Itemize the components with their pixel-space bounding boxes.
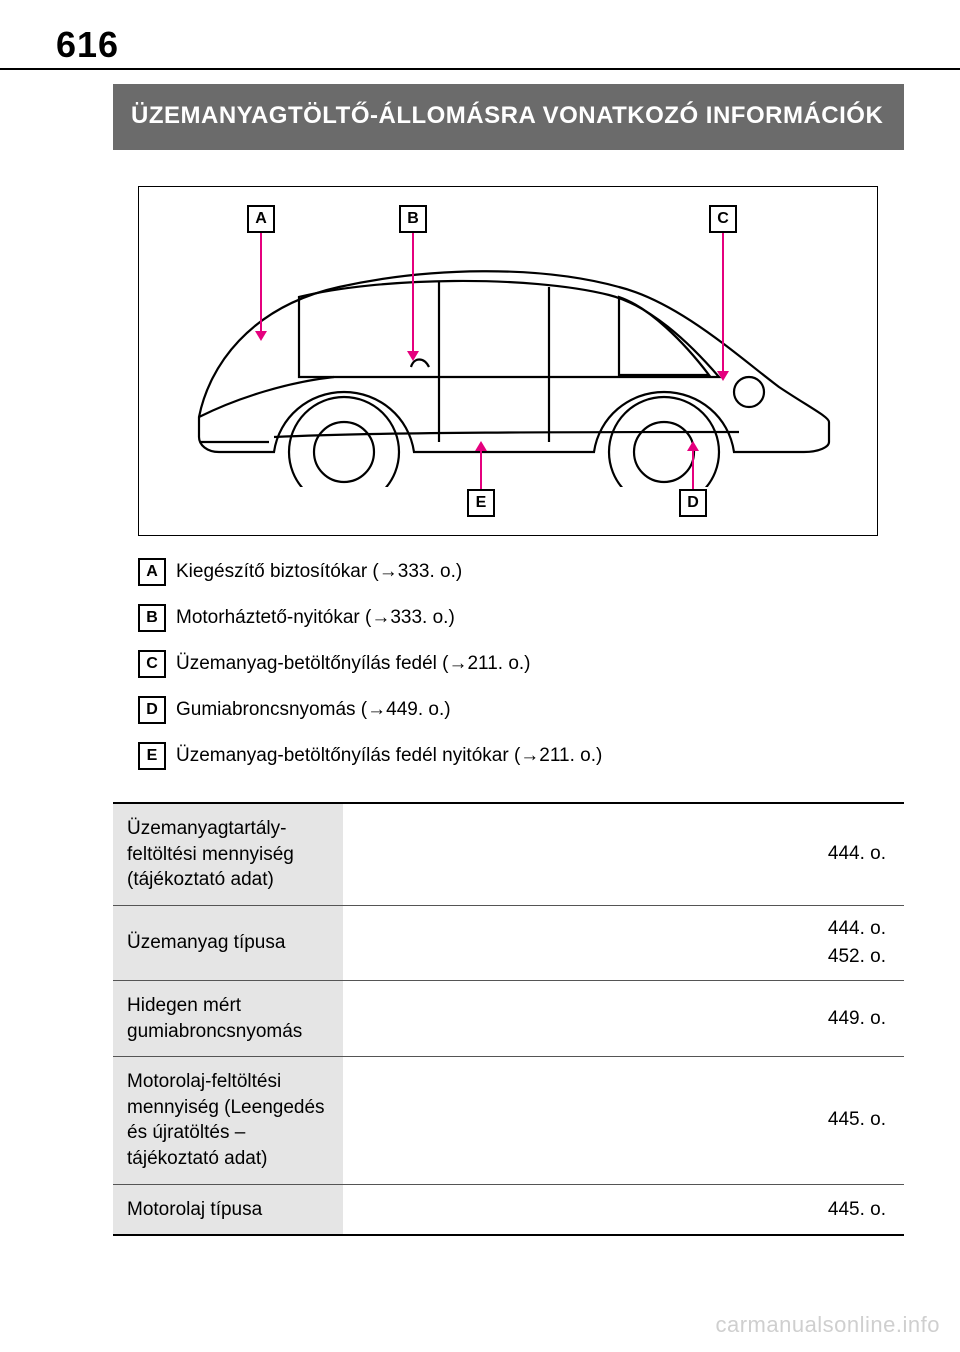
- table-label: Üzemanyagtartály-feltöltési mennyiség (t…: [113, 804, 343, 905]
- watermark: carmanualsonline.info: [715, 1312, 940, 1338]
- legend-row: B Motorháztető-nyitókar (→333. o.): [138, 604, 878, 632]
- section-title: ÜZEMANYAGTÖLTŐ-ÁLLOMÁSRA VONATKOZÓ INFOR…: [131, 100, 886, 132]
- table-value-line: 444. o.: [828, 918, 886, 940]
- table-value: 444. o. 452. o.: [343, 906, 904, 980]
- section-header: ÜZEMANYAGTÖLTŐ-ÁLLOMÁSRA VONATKOZÓ INFOR…: [113, 84, 904, 150]
- legend-text: Kiegészítő biztosítókar (→333. o.): [176, 561, 462, 583]
- callout-box-c: C: [709, 205, 737, 233]
- arrow-a-head: [255, 331, 267, 341]
- table-value: 445. o.: [343, 1057, 904, 1184]
- callout-box-a: A: [247, 205, 275, 233]
- legend-letter-c: C: [138, 650, 166, 678]
- car-outline: [179, 247, 839, 487]
- arrow-d-head: [687, 441, 699, 451]
- arrow-c: [722, 233, 724, 373]
- legend-letter-d: D: [138, 696, 166, 724]
- arrow-e-head: [475, 441, 487, 451]
- legend-text: Gumiabroncsnyomás (→449. o.): [176, 699, 451, 721]
- legend-text: Üzemanyag-betöltőnyílás fedél (→211. o.): [176, 653, 531, 675]
- table-value: 444. o.: [343, 804, 904, 905]
- info-table: Üzemanyagtartály-feltöltési mennyiség (t…: [113, 802, 904, 1236]
- arrow-b-head: [407, 351, 419, 361]
- table-row: Üzemanyag típusa 444. o. 452. o.: [113, 906, 904, 981]
- legend-text: Motorháztető-nyitókar (→333. o.): [176, 607, 455, 629]
- callout-box-d: D: [679, 489, 707, 517]
- legend-letter-e: E: [138, 742, 166, 770]
- table-value: 449. o.: [343, 981, 904, 1056]
- table-label: Üzemanyag típusa: [113, 906, 343, 980]
- page-number: 616: [56, 24, 119, 66]
- legend-row: D Gumiabroncsnyomás (→449. o.): [138, 696, 878, 724]
- table-label: Motorolaj típusa: [113, 1185, 343, 1235]
- table-row: Hidegen mért gumiabroncsnyomás 449. o.: [113, 981, 904, 1057]
- callout-box-e: E: [467, 489, 495, 517]
- legend-list: A Kiegészítő biztosítókar (→333. o.) B M…: [138, 558, 878, 788]
- arrow-d: [692, 449, 694, 489]
- table-value: 445. o.: [343, 1185, 904, 1235]
- legend-row: A Kiegészítő biztosítókar (→333. o.): [138, 558, 878, 586]
- table-row: Üzemanyagtartály-feltöltési mennyiség (t…: [113, 804, 904, 906]
- car-diagram: A B C D E: [138, 186, 878, 536]
- table-label: Hidegen mért gumiabroncsnyomás: [113, 981, 343, 1056]
- top-rule: [0, 68, 960, 70]
- callout-box-b: B: [399, 205, 427, 233]
- table-row: Motorolaj-feltöltési mennyiség (Leengedé…: [113, 1057, 904, 1185]
- arrow-c-head: [717, 371, 729, 381]
- page: 616 ÜZEMANYAGTÖLTŐ-ÁLLOMÁSRA VONATKOZÓ I…: [0, 0, 960, 1352]
- arrow-b: [412, 233, 414, 353]
- legend-letter-b: B: [138, 604, 166, 632]
- legend-text: Üzemanyag-betöltőnyílás fedél nyitókar (…: [176, 745, 602, 767]
- table-row: Motorolaj típusa 445. o.: [113, 1185, 904, 1235]
- table-value-line: 452. o.: [828, 946, 886, 968]
- legend-row: E Üzemanyag-betöltőnyílás fedél nyitókar…: [138, 742, 878, 770]
- legend-row: C Üzemanyag-betöltőnyílás fedél (→211. o…: [138, 650, 878, 678]
- arrow-a: [260, 233, 262, 333]
- arrow-e: [480, 449, 482, 489]
- table-label: Motorolaj-feltöltési mennyiség (Leengedé…: [113, 1057, 343, 1184]
- legend-letter-a: A: [138, 558, 166, 586]
